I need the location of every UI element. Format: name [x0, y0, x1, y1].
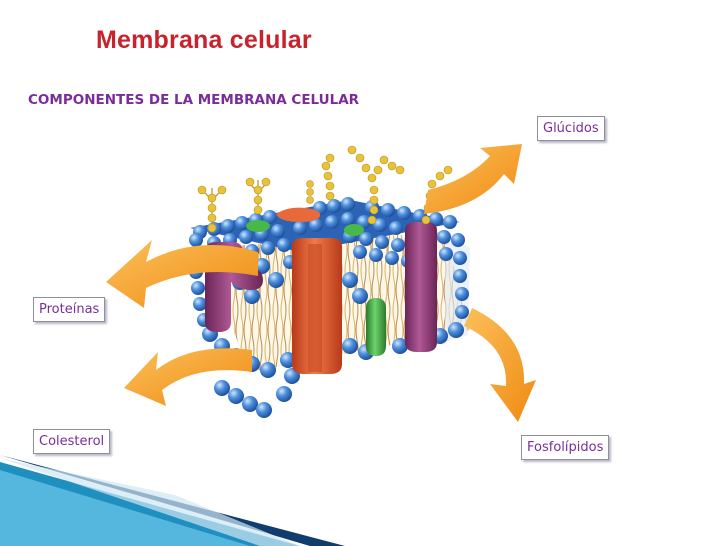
protein-top-orange [276, 207, 321, 222]
slide-subtitle: COMPONENTES DE LA MEMBRANA CELULAR [28, 92, 360, 108]
label-fosfolipidos: Fosfolípidos [521, 435, 610, 460]
protein-right-purple [405, 222, 437, 352]
label-glucidos: Glúcidos [537, 116, 605, 141]
slide-title: Membrana celular [96, 26, 312, 54]
label-colesterol: Colesterol [33, 429, 111, 454]
arrow-to-proteinas [106, 240, 258, 308]
protein-top-green [246, 220, 270, 232]
arrow-to-fosfolipidos [464, 308, 536, 422]
label-proteinas: Proteínas [33, 297, 106, 322]
arrow-to-colesterol [124, 348, 252, 406]
membrane-illustration [189, 145, 470, 418]
corner-decoration [0, 455, 345, 546]
arrow-to-glucidos [424, 144, 522, 214]
glucido-chains [197, 145, 453, 233]
protein-green-small [366, 298, 386, 356]
arrows [106, 144, 536, 422]
